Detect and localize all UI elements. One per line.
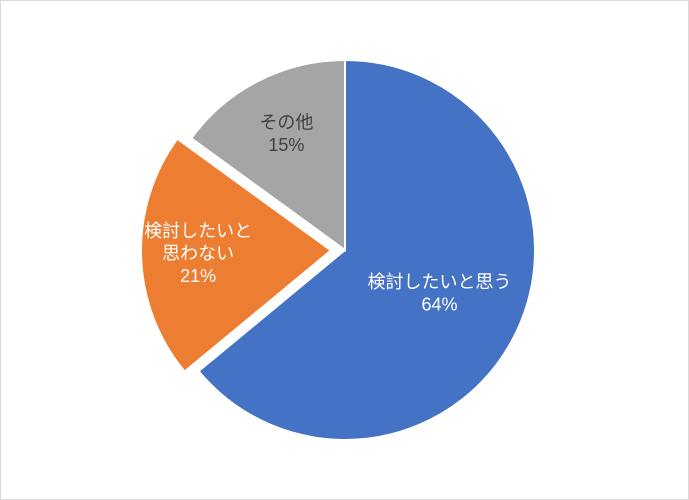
- slice-label-line: 検討したいと: [144, 221, 252, 241]
- slice-label-line: 検討したいと思う: [367, 272, 511, 292]
- pie-chart: 検討したいと思う64% 検討したいと思わない 21% その他 15%: [75, 20, 615, 480]
- chart-frame: 検討したいと思う64% 検討したいと思わない 21% その他 15%: [0, 0, 689, 500]
- slice-label-line: その他: [259, 112, 313, 132]
- slice-label-line: 思わない: [162, 243, 234, 263]
- slice-label-line: 21%: [180, 266, 216, 286]
- slice-label-line: 15%: [268, 135, 304, 155]
- slice-label-line: 64%: [421, 294, 457, 314]
